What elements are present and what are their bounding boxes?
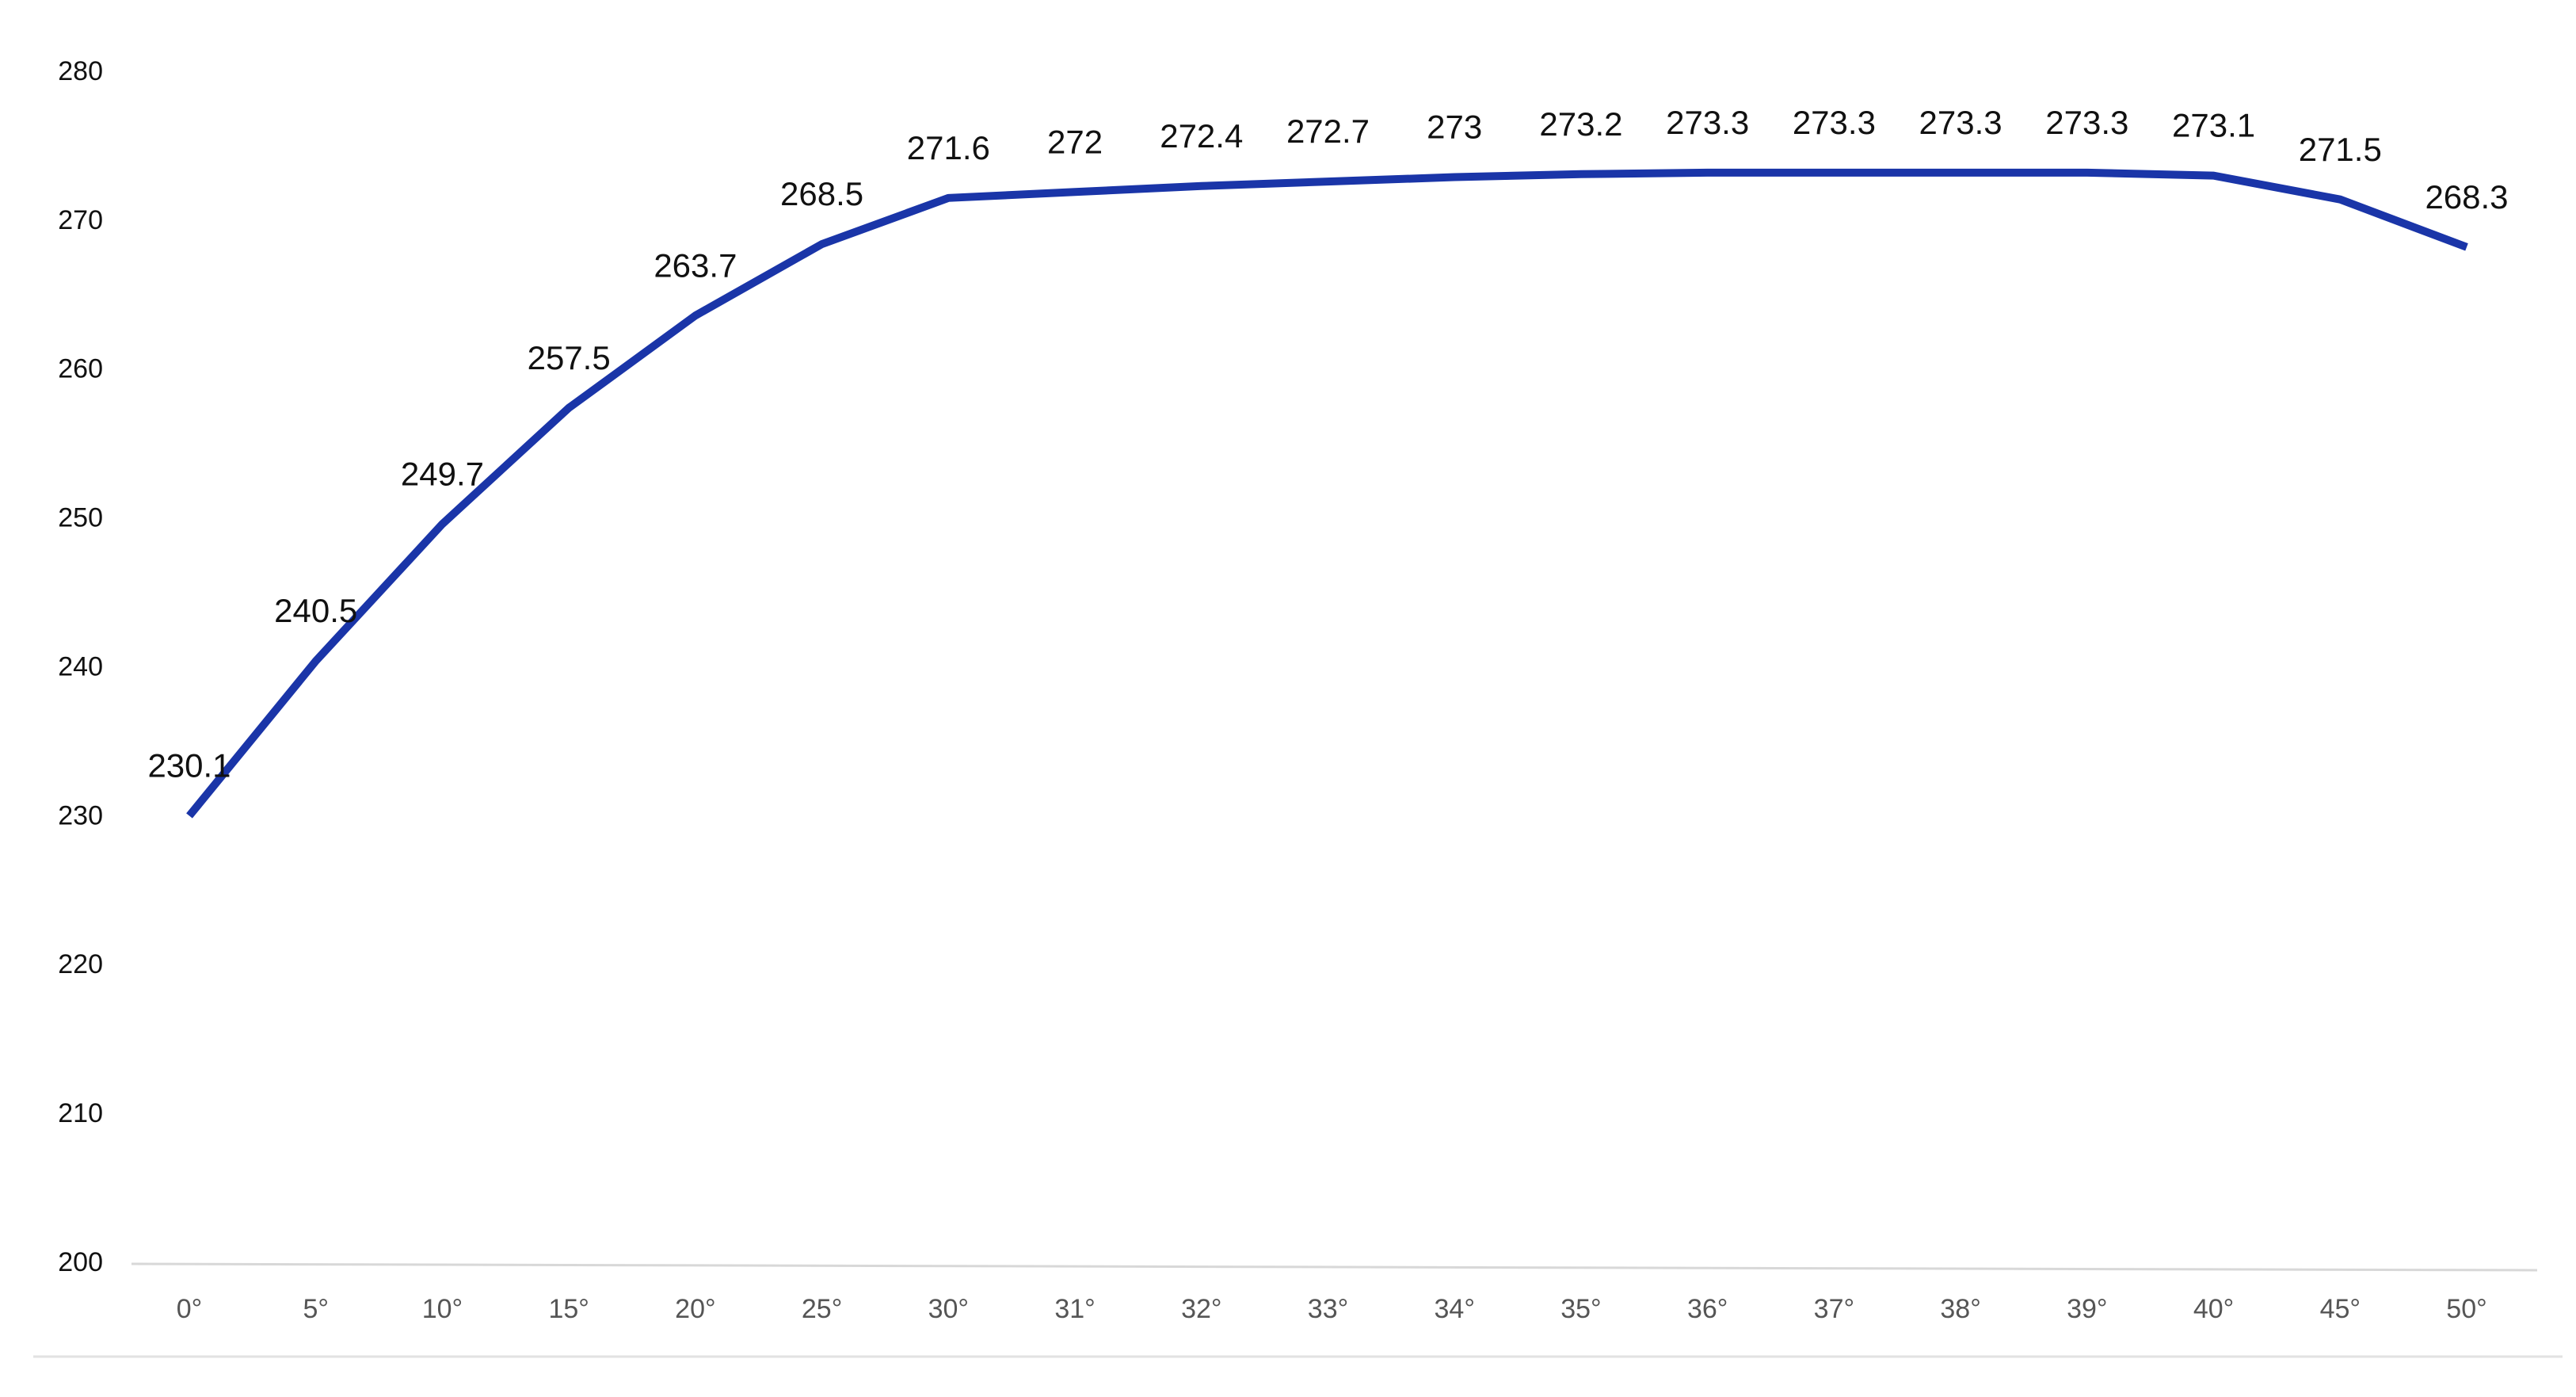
x-tick-label: 32° xyxy=(1181,1294,1221,1324)
x-tick-label: 33° xyxy=(1308,1294,1348,1324)
x-axis-line xyxy=(131,1262,2538,1272)
data-label: 273.1 xyxy=(2172,107,2255,144)
x-tick-label: 45° xyxy=(2320,1294,2361,1324)
data-label: 273.3 xyxy=(1793,104,1876,141)
data-label: 257.5 xyxy=(528,339,611,376)
data-label: 263.7 xyxy=(654,246,737,284)
y-tick-label: 230 xyxy=(58,800,103,830)
line xyxy=(186,168,2468,819)
x-tick-label: 10° xyxy=(422,1294,463,1324)
data-label: 272 xyxy=(1047,123,1103,160)
y-tick-label: 200 xyxy=(58,1247,103,1277)
x-tick-label: 50° xyxy=(2446,1294,2486,1324)
y-tick-label: 280 xyxy=(58,56,103,86)
data-label: 271.5 xyxy=(2299,131,2382,168)
data-label: 272.4 xyxy=(1160,117,1243,155)
data-label: 268.3 xyxy=(2425,178,2508,216)
data-label: 273.3 xyxy=(2045,104,2128,141)
data-label: 273.3 xyxy=(1919,104,2002,141)
y-tick-label: 270 xyxy=(58,205,103,235)
x-tick-label: 39° xyxy=(2067,1294,2107,1324)
data-label: 240.5 xyxy=(274,592,357,629)
x-tick-label: 30° xyxy=(928,1294,969,1324)
data-label: 249.7 xyxy=(401,455,484,492)
y-tick-label: 210 xyxy=(58,1098,103,1128)
x-tick-label: 25° xyxy=(802,1294,842,1324)
x-tick-label: 31° xyxy=(1054,1294,1095,1324)
y-tick-label: 250 xyxy=(58,503,103,533)
data-label: 273 xyxy=(1427,109,1482,146)
x-tick-label: 20° xyxy=(675,1294,715,1324)
x-tick-label: 36° xyxy=(1687,1294,1728,1324)
x-tick-label: 0° xyxy=(177,1294,203,1324)
data-label: 268.5 xyxy=(780,175,863,212)
y-tick-label: 260 xyxy=(58,354,103,384)
x-tick-label: 34° xyxy=(1435,1294,1475,1324)
x-tick-label: 15° xyxy=(548,1294,589,1324)
data-label: 271.6 xyxy=(907,129,990,166)
x-tick-label: 38° xyxy=(1940,1294,1980,1324)
x-tick-label: 5° xyxy=(303,1294,329,1324)
y-tick-label: 220 xyxy=(58,949,103,979)
y-tick-label: 240 xyxy=(58,651,103,681)
data-label: 272.7 xyxy=(1286,113,1370,150)
x-tick-label: 35° xyxy=(1560,1294,1601,1324)
data-label: 273.2 xyxy=(1539,105,1622,143)
x-tick-label: 40° xyxy=(2193,1294,2234,1324)
data-label: 273.3 xyxy=(1666,104,1749,141)
x-tick-label: 37° xyxy=(1814,1294,1854,1324)
data-label: 230.1 xyxy=(147,747,231,784)
